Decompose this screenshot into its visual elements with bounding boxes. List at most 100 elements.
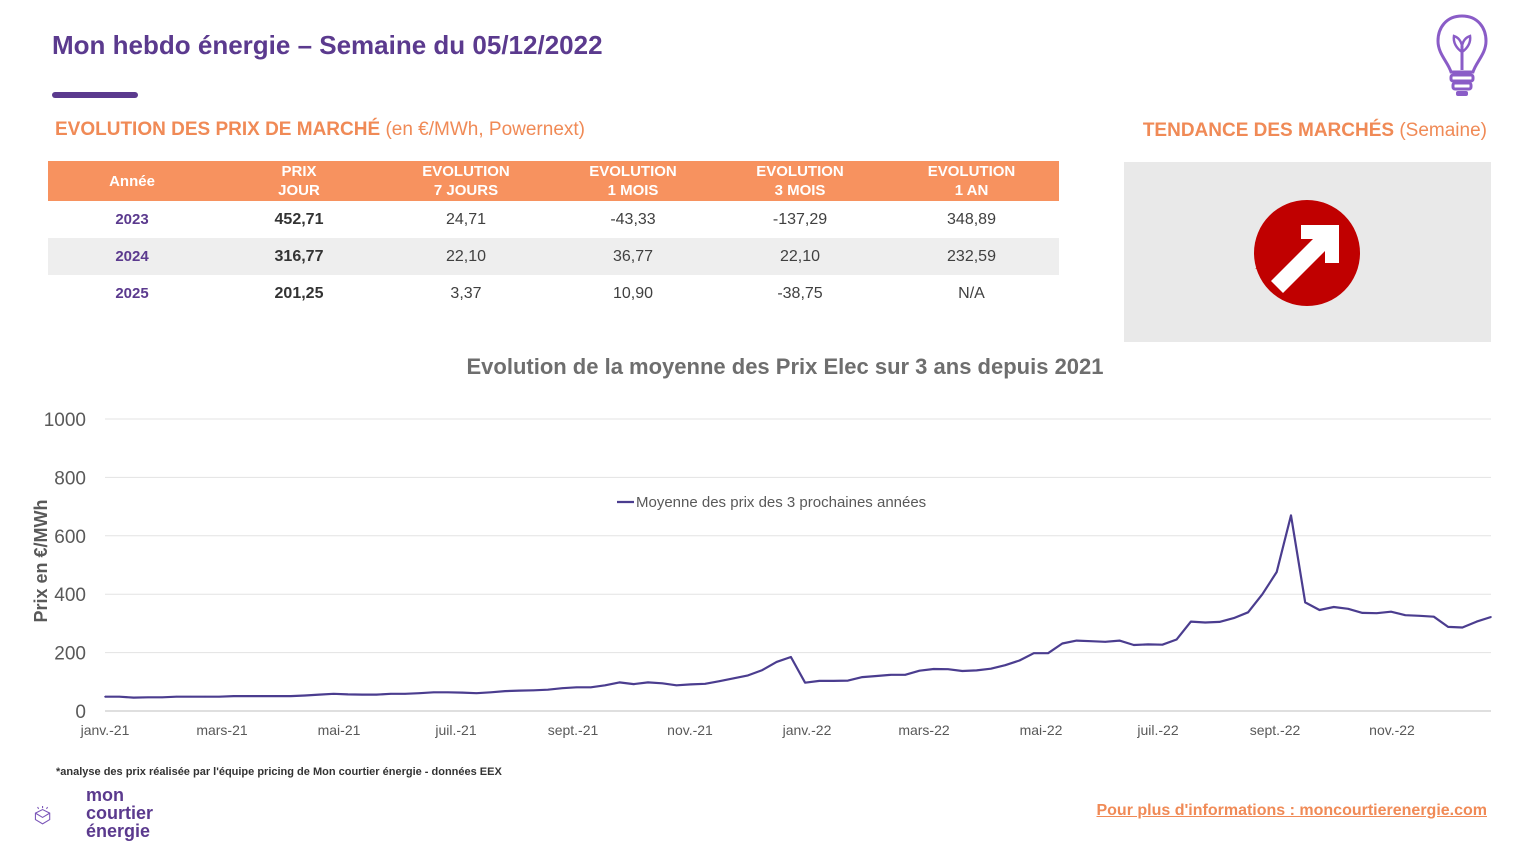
trend-section-title: TENDANCE DES MARCHÉS (Semaine) [1143, 120, 1487, 142]
data-point [289, 695, 292, 697]
data-point [1247, 611, 1249, 614]
trend-section-heading: TENDANCE DES MARCHÉS [1142, 120, 1395, 141]
data-point [747, 674, 749, 677]
cell-evolution-3m: -137,29 [772, 210, 828, 228]
data-point [218, 695, 221, 698]
data-point [1132, 644, 1135, 646]
data-point [1175, 638, 1178, 641]
x-tick-label: sept.-22 [1250, 722, 1301, 738]
logo-line: courtier [86, 803, 154, 823]
brand-logo-icon [34, 806, 51, 825]
data-point [404, 692, 406, 695]
x-tick-label: sept.-21 [548, 722, 599, 738]
table-row: 2025 201,25 3,37 10,90 -38,75 N/A [48, 275, 1059, 312]
data-point [1032, 652, 1035, 654]
col-header-day-price: PRIX JOUR [216, 161, 382, 201]
data-point [132, 696, 135, 699]
data-point [361, 693, 363, 696]
data-point [1461, 626, 1464, 629]
logo-line: mon [86, 785, 124, 805]
lightbulb-icon [1436, 14, 1488, 96]
data-point [1004, 664, 1006, 666]
x-tick-label: mai-21 [318, 722, 361, 738]
cell-year: 2023 [115, 211, 149, 228]
data-point [1475, 620, 1478, 623]
logo-line: énergie [86, 821, 151, 841]
cell-evolution-1y: 348,89 [947, 210, 996, 228]
data-point [532, 689, 535, 692]
data-point [189, 695, 192, 698]
col-header-evolution-7d: EVOLUTION 7 JOURS [382, 161, 550, 201]
data-point [1361, 612, 1364, 614]
data-point [947, 668, 949, 671]
data-point [275, 695, 278, 697]
data-point [661, 682, 664, 685]
data-point [1047, 652, 1049, 654]
data-point [618, 681, 621, 684]
cell-year: 2024 [48, 238, 216, 275]
data-point [304, 694, 306, 697]
y-tick-label: 1000 [44, 410, 86, 431]
data-point [1018, 659, 1021, 662]
data-point [1390, 610, 1392, 613]
x-tick-label: janv.-22 [782, 722, 832, 738]
website-link[interactable]: Pour plus d'informations : moncourtieren… [1096, 802, 1487, 819]
y-tick-label: 800 [54, 468, 86, 489]
data-point [990, 667, 992, 670]
table-row: 2023 452,71 24,71 -43,33 -137,29 348,89 [48, 201, 1059, 238]
data-point [975, 669, 978, 672]
col-header-evolution-1m: EVOLUTION 1 MOIS [550, 161, 716, 201]
data-point [389, 692, 392, 695]
data-point [1375, 612, 1378, 614]
data-point [204, 695, 206, 698]
x-tick-label: janv.-21 [80, 722, 130, 738]
legend-label: Moyenne des prix des 3 prochaines années [636, 494, 926, 511]
data-point [175, 695, 178, 698]
data-point [147, 696, 149, 699]
cell-year: 2025 [115, 285, 149, 302]
data-point [1190, 620, 1192, 623]
x-tick-label: juil.-22 [1136, 722, 1178, 738]
data-point [1490, 616, 1492, 618]
col-header-evolution-1y: EVOLUTION 1 AN [884, 161, 1059, 201]
cell-day-price: 452,71 [274, 210, 324, 228]
x-tick-label: nov.-21 [667, 722, 713, 738]
data-point [690, 683, 692, 686]
x-tick-label: juil.-21 [434, 722, 476, 738]
data-point [1275, 571, 1278, 573]
market-prices-table: Année PRIX JOUR EVOLUTION 7 JOURS EVOLUTIO… [48, 161, 1059, 312]
data-point [761, 669, 764, 671]
data-point [1118, 639, 1121, 642]
data-point [718, 680, 721, 683]
legend: Moyenne des prix des 3 prochaines années [617, 494, 926, 511]
data-point [1204, 621, 1207, 624]
cell-evolution-1m: -43,33 [610, 210, 656, 228]
data-point [1161, 643, 1164, 646]
prices-section-heading: EVOLUTION DES PRIX DE MARCHÉ [55, 119, 381, 140]
data-point [932, 668, 935, 670]
market-trend-panel [1124, 162, 1491, 342]
data-point [875, 675, 878, 677]
data-point [904, 673, 906, 676]
trend-up-arrow-icon [1254, 200, 1360, 306]
prices-section-unit: (en €/MWh, Powernext) [385, 119, 586, 140]
data-point [804, 681, 806, 684]
data-point [1304, 601, 1307, 604]
data-point [447, 691, 449, 694]
brand-logo-text: mon courtier énergie [86, 786, 153, 840]
cell-evolution-1y: N/A [958, 284, 985, 302]
cell-evolution-7d: 3,37 [450, 284, 482, 302]
cell-evolution-1m: 36,77 [550, 238, 716, 275]
data-point [632, 683, 635, 685]
data-point [1333, 606, 1335, 608]
data-point [675, 684, 678, 687]
y-tick-label: 0 [75, 702, 86, 723]
x-tick-label: mars-21 [196, 722, 248, 738]
page-title: Mon hebdo énergie – Semaine du 05/12/202… [52, 30, 603, 60]
data-point [1075, 639, 1078, 642]
cell-evolution-1y: 232,59 [884, 238, 1059, 275]
data-point [590, 686, 592, 689]
price-line-chart: 0 200 400 600 800 1000 janv.-21 mars-21 mai-21 j… [31, 410, 1492, 738]
cell-day-price: 201,25 [274, 284, 324, 302]
data-point [232, 695, 235, 697]
